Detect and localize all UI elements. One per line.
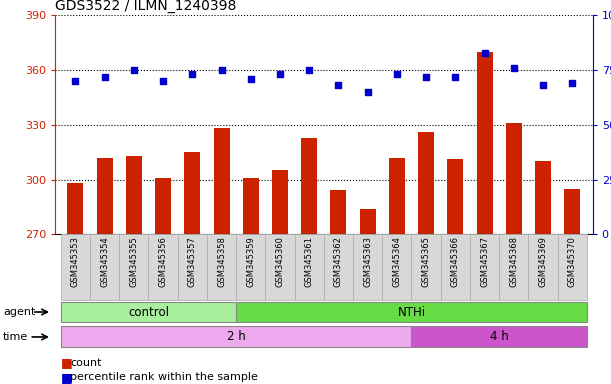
- Text: 4 h: 4 h: [490, 331, 508, 343]
- Point: [70, 78, 80, 84]
- Point: [568, 80, 577, 86]
- Bar: [470, 234, 499, 300]
- Bar: [411, 326, 587, 348]
- Text: GDS3522 / ILMN_1240398: GDS3522 / ILMN_1240398: [55, 0, 236, 13]
- Text: GSM345354: GSM345354: [100, 236, 109, 287]
- Point: [158, 78, 168, 84]
- Bar: [61, 301, 236, 323]
- Text: GSM345364: GSM345364: [392, 236, 401, 287]
- Bar: [148, 234, 178, 300]
- Text: GSM345359: GSM345359: [246, 236, 255, 287]
- Bar: [178, 234, 207, 300]
- Point: [188, 71, 197, 78]
- Bar: [126, 156, 142, 234]
- Point: [509, 65, 519, 71]
- Bar: [353, 234, 382, 300]
- Bar: [185, 152, 200, 234]
- Bar: [331, 190, 346, 234]
- Text: control: control: [128, 306, 169, 318]
- Text: GSM345358: GSM345358: [217, 236, 226, 287]
- Point: [129, 67, 139, 73]
- Bar: [243, 178, 259, 234]
- Bar: [558, 234, 587, 300]
- Text: GSM345362: GSM345362: [334, 236, 343, 287]
- Text: GSM345369: GSM345369: [538, 236, 547, 287]
- Text: GSM345367: GSM345367: [480, 236, 489, 287]
- Bar: [119, 234, 148, 300]
- Bar: [67, 183, 84, 234]
- Point: [480, 50, 489, 56]
- Bar: [236, 234, 265, 300]
- Bar: [272, 170, 288, 234]
- Text: GSM345357: GSM345357: [188, 236, 197, 287]
- Bar: [499, 234, 529, 300]
- Bar: [155, 178, 171, 234]
- Point: [246, 76, 255, 82]
- Point: [217, 67, 227, 73]
- Bar: [61, 326, 411, 348]
- Text: GSM345366: GSM345366: [451, 236, 460, 287]
- Bar: [295, 234, 324, 300]
- Bar: [90, 234, 119, 300]
- Text: GSM345356: GSM345356: [159, 236, 167, 287]
- Bar: [97, 158, 112, 234]
- Text: GSM345360: GSM345360: [276, 236, 285, 287]
- Bar: [447, 159, 463, 234]
- Bar: [411, 234, 441, 300]
- Point: [100, 74, 109, 80]
- Bar: [324, 234, 353, 300]
- Bar: [418, 132, 434, 234]
- Text: ■: ■: [61, 371, 73, 384]
- Point: [275, 71, 285, 78]
- Text: GSM345361: GSM345361: [305, 236, 313, 287]
- Point: [304, 67, 314, 73]
- Bar: [535, 161, 551, 234]
- Bar: [207, 234, 236, 300]
- Text: 2 h: 2 h: [227, 331, 246, 343]
- Text: GSM345355: GSM345355: [130, 236, 138, 287]
- Text: count: count: [70, 358, 102, 368]
- Bar: [506, 123, 522, 234]
- Bar: [382, 234, 411, 300]
- Bar: [564, 189, 580, 234]
- Text: GSM345363: GSM345363: [363, 236, 372, 287]
- Text: agent: agent: [3, 307, 35, 317]
- Bar: [441, 234, 470, 300]
- Point: [334, 82, 343, 88]
- Text: ■: ■: [61, 356, 73, 369]
- Point: [392, 71, 402, 78]
- Bar: [477, 52, 492, 234]
- Bar: [389, 158, 405, 234]
- Text: GSM345370: GSM345370: [568, 236, 577, 287]
- Text: GSM345365: GSM345365: [422, 236, 431, 287]
- Text: percentile rank within the sample: percentile rank within the sample: [70, 372, 258, 382]
- Point: [421, 74, 431, 80]
- Bar: [265, 234, 295, 300]
- Text: NTHi: NTHi: [397, 306, 425, 318]
- Point: [363, 89, 373, 95]
- Text: GSM345353: GSM345353: [71, 236, 80, 287]
- Bar: [529, 234, 558, 300]
- Text: GSM345368: GSM345368: [510, 236, 518, 287]
- Text: time: time: [3, 332, 28, 342]
- Bar: [236, 301, 587, 323]
- Point: [538, 82, 548, 88]
- Bar: [301, 137, 317, 234]
- Point: [450, 74, 460, 80]
- Bar: [360, 209, 376, 234]
- Bar: [61, 234, 90, 300]
- Bar: [213, 129, 230, 234]
